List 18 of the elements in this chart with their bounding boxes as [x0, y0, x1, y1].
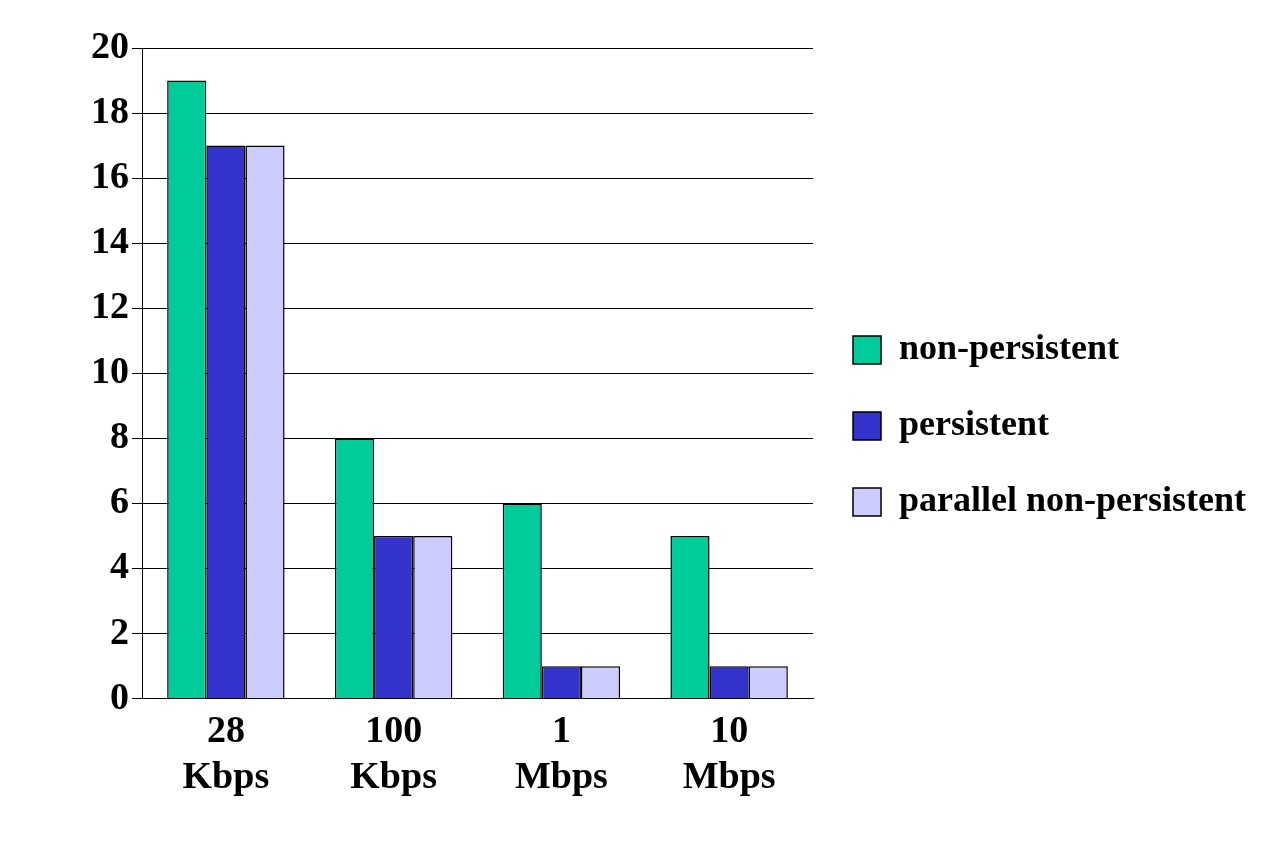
- legend-label: non-persistent: [899, 327, 1120, 368]
- y-tick-label: 20: [91, 23, 129, 66]
- y-tick-label: 10: [91, 349, 129, 392]
- legend-label: parallel non-persistent: [899, 479, 1247, 520]
- y-tick-label: 14: [91, 219, 129, 262]
- y-tick-label: 0: [110, 674, 129, 717]
- y-tick-label: 4: [110, 544, 129, 587]
- y-tick-label: 18: [91, 88, 129, 131]
- legend-label: persistent: [899, 403, 1049, 444]
- x-tick-label: 100 Kbps: [350, 708, 437, 797]
- y-tick-label: 16: [91, 153, 129, 196]
- y-tick-label: 6: [110, 479, 129, 522]
- x-tick-label: 28 Kbps: [182, 708, 270, 797]
- x-tick-label: 1 Mbps: [514, 708, 608, 797]
- y-tick-label: 12: [91, 284, 129, 327]
- y-tick-label: 8: [110, 414, 129, 457]
- x-tick-label: 10 Mbps: [682, 708, 776, 797]
- y-tick-label: 2: [110, 609, 129, 652]
